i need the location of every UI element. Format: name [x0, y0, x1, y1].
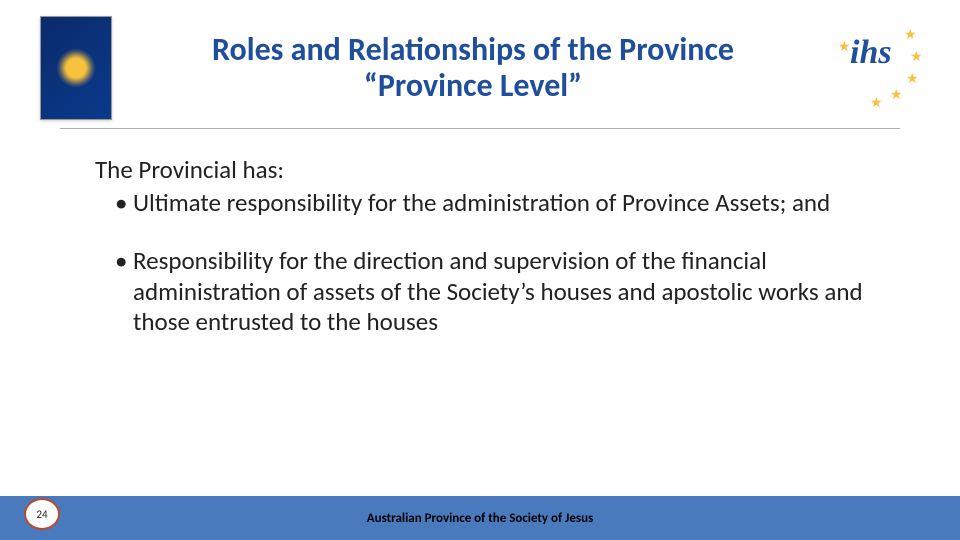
body-text: The Provincial has: Ultimate responsibil…	[95, 155, 890, 362]
intro-text: The Provincial has:	[95, 155, 890, 186]
title-line-1: Roles and Relationships of the Province	[122, 32, 824, 67]
bullet-list: Ultimate responsibility for the administ…	[115, 188, 890, 338]
star-icon: ★	[906, 72, 918, 84]
title-line-2: “Province Level”	[122, 68, 824, 103]
title-block: Roles and Relationships of the Province …	[112, 32, 834, 102]
bullet-item: Ultimate responsibility for the administ…	[115, 188, 890, 219]
ihs-logo: ihs ★ ★ ★ ★ ★ ★	[834, 28, 920, 108]
book-thumbnail	[40, 16, 112, 120]
star-icon: ★	[838, 40, 850, 52]
ihs-logo-text: ihs	[850, 34, 892, 72]
bullet-item: Responsibility for the direction and sup…	[115, 246, 890, 338]
star-icon: ★	[910, 50, 922, 62]
star-icon: ★	[890, 88, 902, 100]
slide: Roles and Relationships of the Province …	[0, 0, 960, 540]
star-icon: ★	[904, 28, 916, 40]
footer-text: Australian Province of the Society of Je…	[0, 511, 960, 526]
header: Roles and Relationships of the Province …	[40, 10, 920, 125]
divider	[60, 128, 900, 129]
star-icon: ★	[870, 96, 882, 108]
